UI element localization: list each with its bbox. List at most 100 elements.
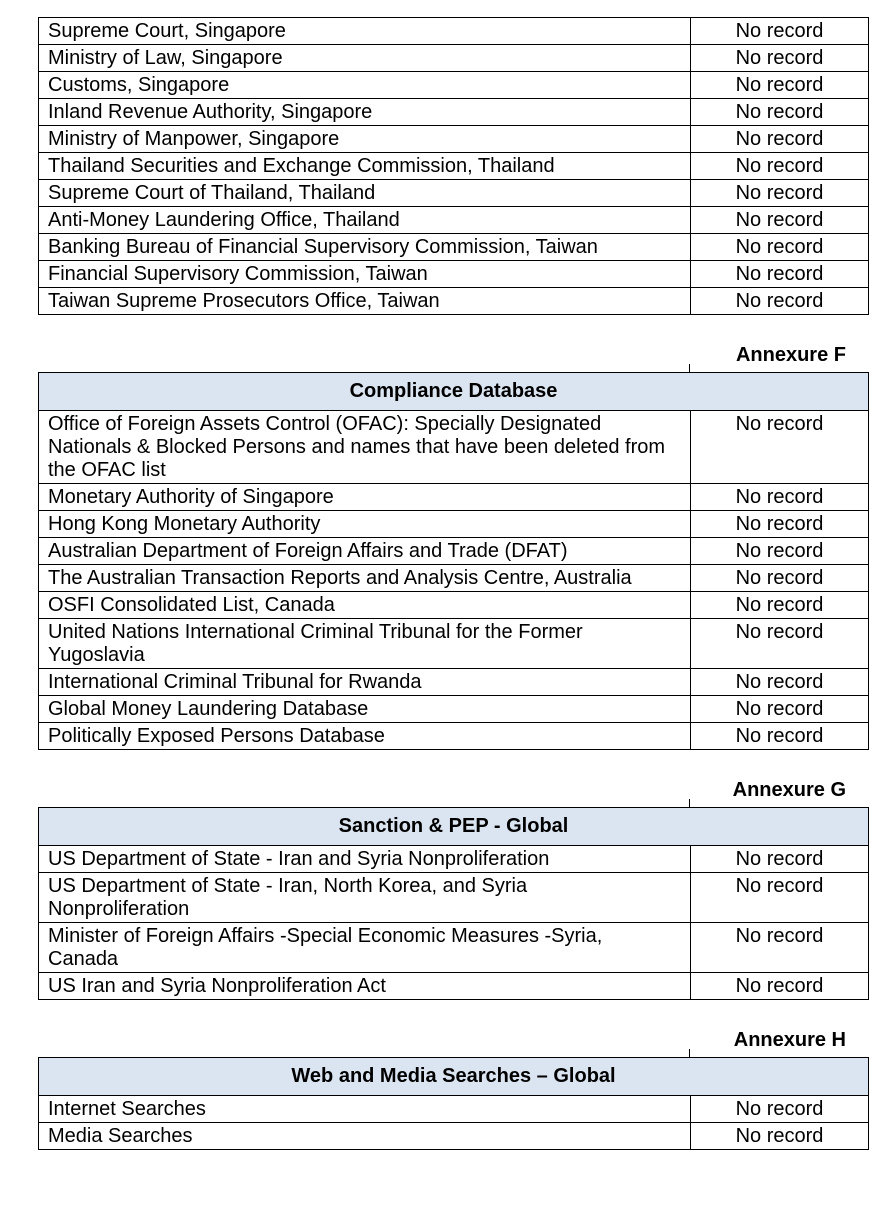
table-row: US Department of State - Iran, North Kor… (38, 872, 870, 923)
source-cell: Financial Supervisory Commission, Taiwan (38, 260, 691, 288)
document-page: Supreme Court, Singapore No record Minist… (37, 17, 870, 1150)
table-row: US Department of State - Iran and Syria … (38, 845, 870, 873)
result-cell: No record (690, 98, 869, 126)
source-cell: Inland Revenue Authority, Singapore (38, 98, 691, 126)
table-row: Ministry of Law, Singapore No record (38, 44, 869, 72)
table-row: Media Searches No record (38, 1122, 869, 1150)
table-row: United Nations International Criminal Tr… (38, 618, 870, 669)
table-wrapper-compliance-database: Compliance Database Office of Foreign As… (37, 364, 870, 750)
source-cell: Politically Exposed Persons Database (38, 722, 691, 750)
result-cell: No record (690, 1095, 869, 1123)
result-cell: No record (689, 845, 870, 873)
source-cell: Media Searches (38, 1122, 691, 1150)
source-cell: US Department of State - Iran, North Kor… (38, 872, 691, 923)
table-row: Politically Exposed Persons Database No r… (38, 722, 870, 750)
result-cell: No record (690, 17, 869, 45)
table-row: Inland Revenue Authority, Singapore No re… (38, 98, 869, 126)
source-cell: Ministry of Manpower, Singapore (38, 125, 691, 153)
table-row: The Australian Transaction Reports and A… (38, 564, 870, 592)
table-row: Office of Foreign Assets Control (OFAC):… (38, 410, 870, 484)
source-cell: OSFI Consolidated List, Canada (38, 591, 691, 619)
source-results-table: Supreme Court, Singapore No record Minist… (38, 17, 869, 315)
result-cell: No record (689, 695, 870, 723)
source-cell: Banking Bureau of Financial Supervisory … (38, 233, 691, 261)
result-cell: No record (690, 152, 869, 180)
compliance-database-table: Compliance Database Office of Foreign As… (37, 372, 870, 750)
source-cell: Internet Searches (38, 1095, 691, 1123)
source-cell: Minister of Foreign Affairs -Special Eco… (38, 922, 691, 973)
web-media-searches-table: Web and Media Searches – Global Internet… (38, 1057, 869, 1150)
result-cell: No record (690, 44, 869, 72)
result-cell: No record (690, 260, 869, 288)
result-cell: No record (690, 1122, 869, 1150)
annexure-f-label: Annexure F (735, 344, 846, 366)
source-cell: Australian Department of Foreign Affairs… (38, 537, 691, 565)
column-divider-tick (689, 364, 690, 372)
table-title: Web and Media Searches – Global (38, 1057, 869, 1096)
source-cell: Supreme Court of Thailand, Thailand (38, 179, 691, 207)
source-cell: Monetary Authority of Singapore (38, 483, 691, 511)
table-header-row: Compliance Database (37, 372, 870, 411)
table-row: Anti-Money Laundering Office, Thailand No… (38, 206, 869, 234)
result-cell: No record (690, 233, 869, 261)
table-row: Banking Bureau of Financial Supervisory … (38, 233, 869, 261)
result-cell: No record (689, 564, 870, 592)
table-row: Customs, Singapore No record (38, 71, 869, 99)
table-row: Supreme Court of Thailand, Thailand No re… (38, 179, 869, 207)
source-cell: Taiwan Supreme Prosecutors Office, Taiwa… (38, 287, 691, 315)
table-row: Internet Searches No record (38, 1095, 869, 1123)
column-divider-tick (689, 1049, 690, 1057)
result-cell: No record (690, 125, 869, 153)
annexure-g-label: Annexure G (732, 779, 846, 801)
result-cell: No record (689, 591, 870, 619)
table-row: Australian Department of Foreign Affairs… (38, 537, 870, 565)
source-cell: The Australian Transaction Reports and A… (38, 564, 691, 592)
source-cell: Anti-Money Laundering Office, Thailand (38, 206, 691, 234)
table-row: Monetary Authority of Singapore No record (38, 483, 870, 511)
table-row: Financial Supervisory Commission, Taiwan… (38, 260, 869, 288)
result-cell: No record (690, 179, 869, 207)
table-wrapper-sources-continued: Supreme Court, Singapore No record Minist… (38, 17, 869, 315)
source-cell: US Iran and Syria Nonproliferation Act (38, 972, 691, 1000)
table-row: International Criminal Tribunal for Rwan… (38, 668, 870, 696)
result-cell: No record (689, 410, 870, 484)
result-cell: No record (689, 722, 870, 750)
result-cell: No record (689, 537, 870, 565)
source-cell: Customs, Singapore (38, 71, 691, 99)
result-cell: No record (690, 206, 869, 234)
table-header-row: Sanction & PEP - Global (37, 807, 870, 846)
table-title: Sanction & PEP - Global (37, 807, 870, 846)
sanction-pep-global-table: Sanction & PEP - Global US Department of… (37, 807, 870, 1000)
result-cell: No record (690, 287, 869, 315)
source-cell: Supreme Court, Singapore (38, 17, 691, 45)
source-cell: Thailand Securities and Exchange Commiss… (38, 152, 691, 180)
table-row: Ministry of Manpower, Singapore No record (38, 125, 869, 153)
table-row: Supreme Court, Singapore No record (38, 17, 869, 45)
result-cell: No record (689, 872, 870, 923)
table-row: Global Money Laundering Database No recor… (38, 695, 870, 723)
table-row: Minister of Foreign Affairs -Special Eco… (38, 922, 870, 973)
result-cell: No record (689, 972, 870, 1000)
table-row: Thailand Securities and Exchange Commiss… (38, 152, 869, 180)
source-cell: US Department of State - Iran and Syria … (38, 845, 691, 873)
table-header-row: Web and Media Searches – Global (38, 1057, 869, 1096)
source-cell: United Nations International Criminal Tr… (38, 618, 691, 669)
source-cell: Global Money Laundering Database (38, 695, 691, 723)
source-cell: Hong Kong Monetary Authority (38, 510, 691, 538)
table-wrapper-sanction-pep: Sanction & PEP - Global US Department of… (37, 799, 870, 1000)
table-row: Hong Kong Monetary Authority No record (38, 510, 870, 538)
table-row: OSFI Consolidated List, Canada No record (38, 591, 870, 619)
table-title: Compliance Database (37, 372, 870, 411)
table-row: Taiwan Supreme Prosecutors Office, Taiwa… (38, 287, 869, 315)
table-row: US Iran and Syria Nonproliferation Act No… (38, 972, 870, 1000)
table-wrapper-web-media: Web and Media Searches – Global Internet… (38, 1049, 869, 1150)
annexure-h-label: Annexure H (733, 1029, 846, 1051)
result-cell: No record (689, 483, 870, 511)
source-cell: Office of Foreign Assets Control (OFAC):… (38, 410, 691, 484)
result-cell: No record (689, 922, 870, 973)
source-cell: International Criminal Tribunal for Rwan… (38, 668, 691, 696)
result-cell: No record (689, 618, 870, 669)
result-cell: No record (689, 668, 870, 696)
column-divider-tick (689, 799, 690, 807)
result-cell: No record (690, 71, 869, 99)
